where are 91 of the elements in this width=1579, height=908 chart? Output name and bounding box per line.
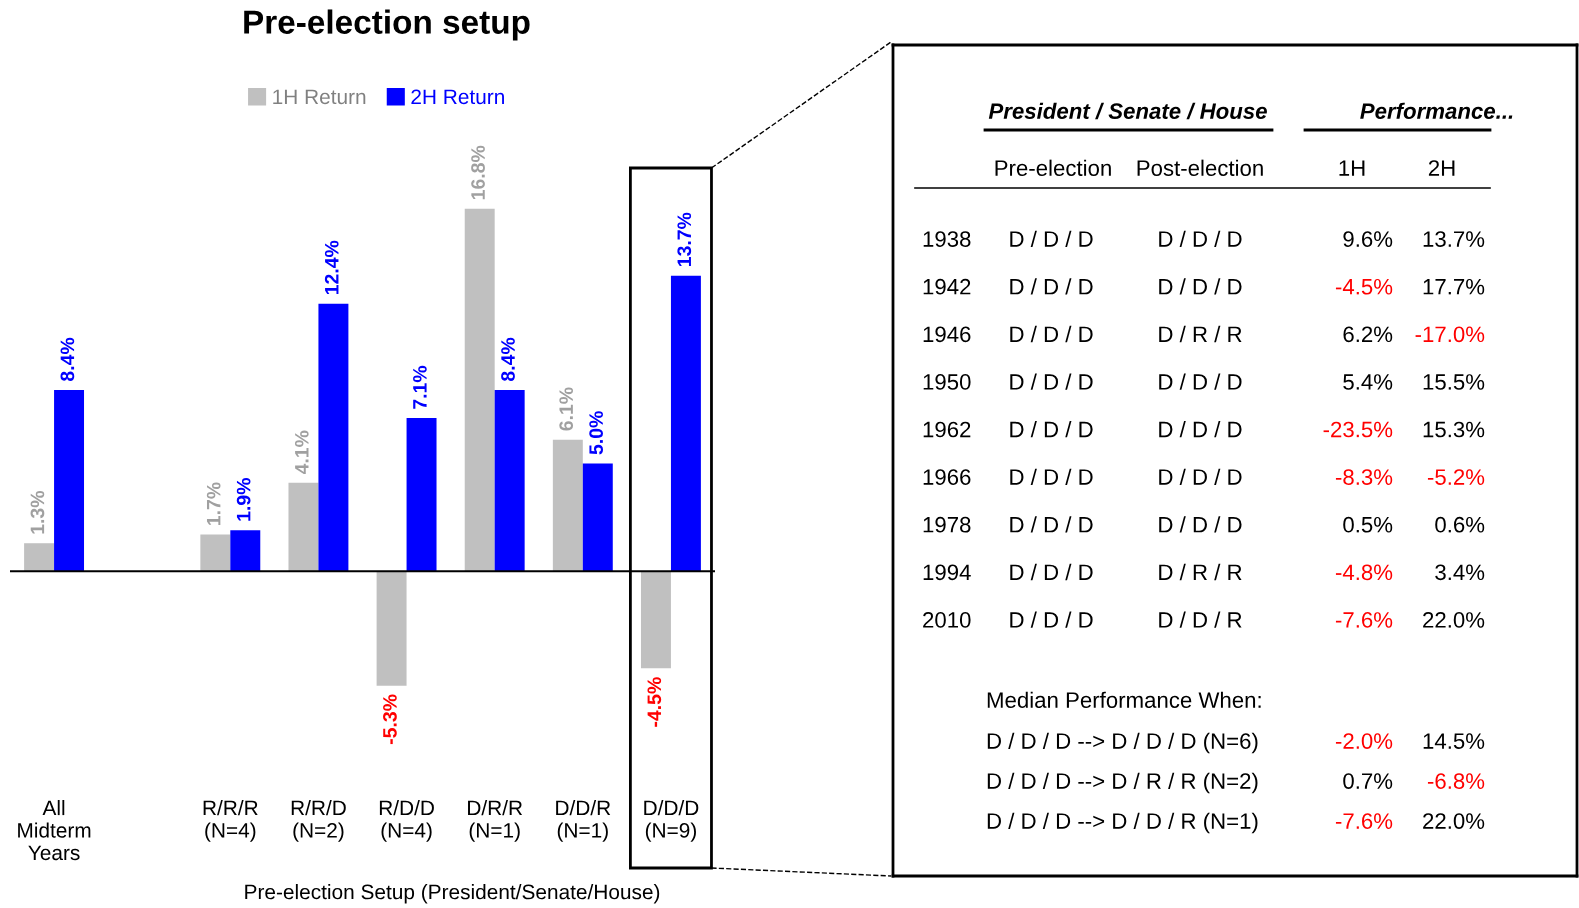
chart-title: Pre-election setup: [244, 9, 530, 41]
text: D / D / R: [1159, 611, 1242, 628]
bar: [54, 390, 85, 572]
text: -7.6%: [1335, 813, 1393, 829]
data-label: 12.4%: [324, 240, 339, 295]
text: 1938 D / D / D: [923, 230, 1093, 247]
bar: [582, 463, 613, 572]
x-tick-label: R/D/D (N=4): [379, 800, 434, 842]
x-tick-label: D/D/R (N=1): [556, 800, 611, 842]
bar: [464, 208, 495, 572]
text: 13.7%: [1423, 231, 1485, 247]
legend-label: 1H Return: [273, 89, 366, 105]
text: -6.8%: [1427, 773, 1485, 789]
data-label: 1.7%: [206, 482, 221, 525]
text: 6.2%: [1343, 326, 1393, 343]
text: 22.0%: [1423, 612, 1485, 628]
data-label: 6.1%: [559, 387, 574, 431]
text: 9.6%: [1343, 231, 1393, 247]
text: -8.3%: [1335, 469, 1393, 485]
bar: [288, 482, 319, 572]
text: 1950 D / D / D: [923, 373, 1093, 390]
text: 0.6%: [1435, 516, 1485, 533]
bar: [318, 303, 349, 572]
x-tick-label: R/R/R (N=4): [203, 800, 258, 842]
text: Median Performance When:: [987, 691, 1261, 708]
bar: [24, 543, 55, 572]
text: 15.3%: [1423, 421, 1485, 438]
data-label: -5.3%: [383, 694, 397, 745]
text: D / D / D: [1159, 278, 1242, 295]
bar: [552, 439, 583, 572]
text: 0.5%: [1343, 516, 1393, 533]
text: -17.0%: [1415, 326, 1485, 343]
bar: [376, 571, 407, 686]
data-label: 16.8%: [471, 145, 485, 200]
text: D / D / D --> D / R / R (N=2): [987, 772, 1258, 794]
text: 14.5%: [1423, 733, 1485, 749]
x-tick-label: D/R/R (N=1): [468, 800, 523, 842]
text: 5.4%: [1343, 374, 1393, 390]
text: D / D / D: [1159, 468, 1242, 485]
text: 1H: [1339, 160, 1365, 176]
legend-label: 2H Return: [411, 89, 504, 105]
text: D / D / D --> D / D / R (N=1): [987, 812, 1258, 834]
text: D / D / D: [1159, 230, 1242, 247]
bar: [200, 534, 231, 572]
text: -23.5%: [1323, 421, 1393, 438]
text: President / Senate / House: [988, 102, 1267, 120]
text: 1994 D / D / D: [923, 563, 1093, 581]
text: D / D / D: [1159, 516, 1242, 533]
data-label: 5.0%: [589, 411, 604, 455]
text: D / R / R: [1159, 563, 1242, 581]
text: Performance...: [1360, 102, 1513, 119]
text: 2H: [1428, 160, 1455, 176]
x-tick-label: D/D/D (N=9): [644, 800, 699, 842]
text: 1962 D / D / D: [923, 421, 1093, 438]
data-label: 8.4%: [501, 337, 515, 381]
bar: [640, 571, 671, 669]
text: 22.0%: [1423, 813, 1485, 829]
text: -4.5%: [1335, 278, 1393, 295]
text: 1966 D / D / D: [923, 468, 1093, 485]
text: -2.0%: [1335, 733, 1393, 749]
x-axis-title: Pre-election Setup (President/Senate/House): [245, 884, 660, 904]
bar: [230, 530, 261, 572]
text: -7.6%: [1335, 612, 1393, 628]
bar: [670, 275, 701, 572]
data-label: 7.1%: [413, 365, 427, 409]
x-tick-label: R/R/D (N=2): [291, 800, 346, 842]
bar: [406, 418, 437, 572]
data-label: 8.4%: [60, 337, 75, 381]
text: 1942 D / D / D: [923, 278, 1093, 295]
text: 1946 D / D / D: [923, 325, 1093, 343]
data-label: 1.9%: [236, 478, 251, 521]
text: 2010 D / D / D: [923, 611, 1093, 628]
text: D / R / R: [1159, 325, 1242, 343]
data-label: 13.7%: [677, 212, 692, 267]
text: -4.8%: [1335, 564, 1393, 581]
text: -5.2%: [1427, 469, 1485, 485]
text: D / D / D: [1159, 373, 1242, 390]
text: 15.5%: [1423, 374, 1485, 390]
data-label: 4.1%: [294, 430, 309, 475]
text: Pre-election: [995, 159, 1111, 176]
text: D / D / D: [1159, 421, 1242, 438]
data-label: 1.3%: [30, 491, 45, 534]
text: 1978 D / D / D: [923, 516, 1093, 533]
data-label: -4.5%: [647, 677, 662, 727]
text: 3.4%: [1435, 564, 1485, 581]
text: 17.7%: [1423, 278, 1485, 295]
text: Post-election: [1137, 159, 1263, 176]
text: D / D / D --> D / D / D (N=6): [987, 732, 1258, 754]
bar: [494, 390, 525, 572]
text: 0.7%: [1343, 773, 1393, 789]
x-tick-label: All Midterm Years: [18, 800, 91, 861]
